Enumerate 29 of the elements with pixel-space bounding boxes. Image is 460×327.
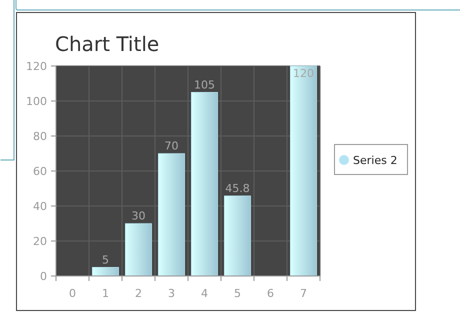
y-tick-label: 100 [26, 95, 47, 108]
bar [290, 66, 317, 276]
bar [158, 153, 185, 276]
y-tick-label: 120 [26, 60, 47, 73]
legend-label: Series 2 [353, 154, 398, 167]
bar [224, 196, 251, 276]
x-tick-label: 1 [102, 287, 109, 300]
data-label: 5 [102, 253, 109, 266]
y-tick-label: 0 [40, 270, 47, 283]
x-tick-label: 4 [201, 287, 208, 300]
x-tick-label: 2 [135, 287, 142, 300]
bar [92, 267, 119, 276]
x-tick-label: 5 [234, 287, 241, 300]
bar [125, 223, 152, 276]
y-tick-label: 60 [33, 165, 47, 178]
y-tick-label: 40 [33, 200, 47, 213]
x-tick-label: 6 [267, 287, 274, 300]
chart-title: Chart Title [55, 32, 160, 56]
data-label: 105 [194, 78, 215, 92]
data-label: 120 [293, 67, 314, 80]
y-tick-label: 20 [33, 235, 47, 248]
data-label: 45.8 [225, 182, 250, 195]
x-tick-label: 0 [69, 287, 76, 300]
bar [191, 92, 218, 276]
x-tick-label: 3 [168, 287, 175, 300]
data-label: 70 [164, 140, 178, 152]
y-tick-label: 80 [33, 130, 47, 143]
data-label: 30 [132, 210, 146, 222]
x-tick-label: 7 [300, 287, 307, 300]
